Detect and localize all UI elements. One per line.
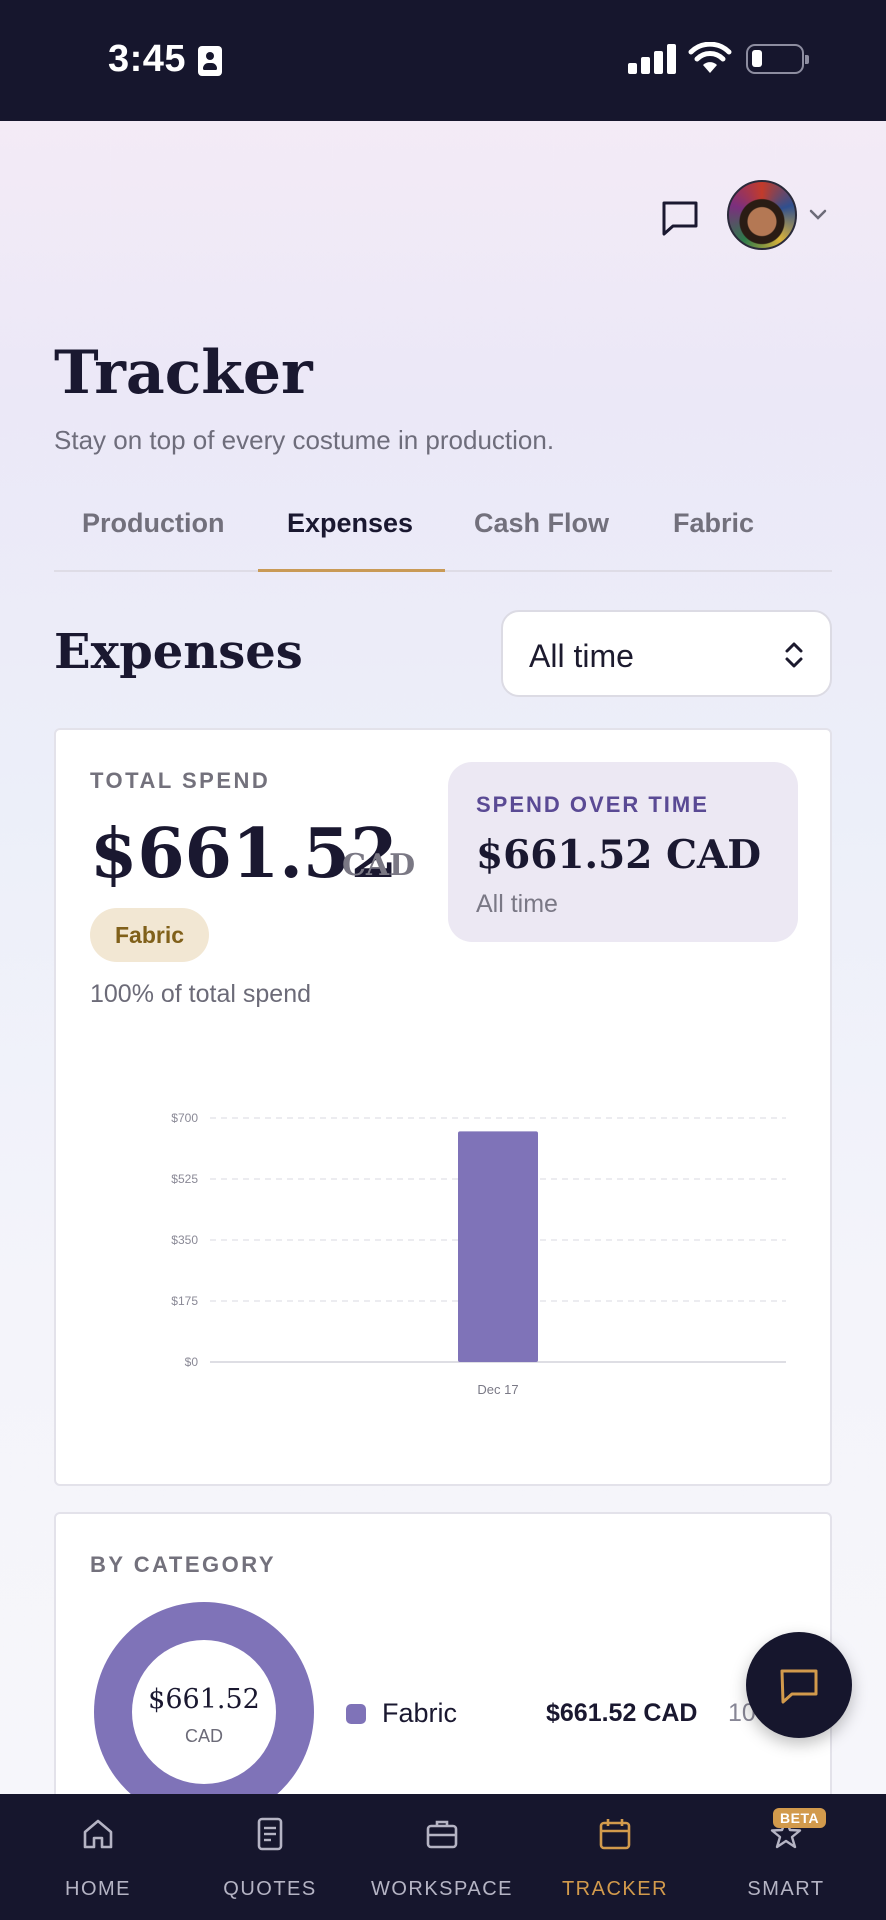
calendar-icon bbox=[599, 1819, 631, 1850]
nav-workspace[interactable]: WORKSPACE bbox=[362, 1794, 522, 1920]
chart-y-tick-label: $350 bbox=[171, 1233, 198, 1247]
chart-y-tick-label: $700 bbox=[171, 1111, 198, 1125]
status-time: 3:45 bbox=[108, 38, 187, 80]
tab-bar: Production Expenses Cash Flow Fabric bbox=[54, 500, 832, 572]
wifi-icon bbox=[688, 42, 732, 73]
chart-x-tick-label: Dec 17 bbox=[477, 1382, 518, 1397]
spend-over-time-amount: $661.52 CAD bbox=[476, 832, 762, 878]
chart-y-tick-label: $175 bbox=[171, 1294, 198, 1308]
section-title: Expenses bbox=[54, 624, 303, 680]
total-spend-currency: CAD bbox=[342, 848, 416, 883]
donut-currency: CAD bbox=[184, 1726, 223, 1746]
status-bar: 3:45 bbox=[0, 0, 886, 121]
nav-quotes[interactable]: QUOTES bbox=[200, 1794, 340, 1920]
legend-category-amount: $661.52 CAD bbox=[546, 1699, 698, 1727]
chat-icon bbox=[780, 1669, 818, 1704]
total-spend-amount: $661.52 bbox=[90, 814, 398, 894]
home-icon bbox=[83, 1819, 113, 1849]
chevron-up-down-icon bbox=[785, 642, 803, 668]
document-icon bbox=[257, 1817, 283, 1851]
nav-smart[interactable]: SMART bbox=[716, 1794, 856, 1920]
star-icon bbox=[770, 1818, 802, 1849]
bottom-nav: HOME QUOTES WORKSPACE TRACKER SMART bbox=[0, 1794, 886, 1920]
share-note: 100% of total spend bbox=[90, 980, 311, 1008]
chart-bar bbox=[458, 1131, 538, 1362]
nav-home-label: HOME bbox=[65, 1878, 131, 1900]
message-square-icon[interactable] bbox=[660, 198, 700, 238]
beta-badge: BETA bbox=[773, 1808, 827, 1828]
tab-production[interactable]: Production bbox=[82, 508, 225, 538]
by-category-label: BY CATEGORY bbox=[90, 1552, 277, 1577]
page-title: Tracker bbox=[54, 338, 313, 408]
total-spend-label: TOTAL SPEND bbox=[90, 768, 271, 793]
time-range-select[interactable]: All time bbox=[501, 610, 832, 697]
spend-over-time-panel: SPEND OVER TIME $661.52 CAD All time bbox=[448, 762, 798, 942]
contact-card-icon bbox=[198, 46, 222, 76]
chevron-down-icon[interactable] bbox=[808, 208, 828, 222]
category-donut-chart: $661.52 CAD bbox=[94, 1602, 314, 1822]
chart-y-tick-label: $525 bbox=[171, 1172, 198, 1186]
nav-home[interactable]: HOME bbox=[28, 1794, 168, 1920]
avatar[interactable] bbox=[727, 180, 797, 250]
spend-over-time-label: SPEND OVER TIME bbox=[476, 792, 709, 817]
legend-swatch bbox=[346, 1704, 366, 1724]
tab-fabric[interactable]: Fabric bbox=[673, 508, 755, 538]
nav-quotes-label: QUOTES bbox=[223, 1878, 317, 1900]
nav-smart-label: SMART bbox=[747, 1878, 825, 1900]
legend-category-name: Fabric bbox=[382, 1698, 458, 1728]
spend-bar-chart: $0 $175 $350 $525 $700 Dec 17 bbox=[171, 1111, 786, 1397]
chat-button[interactable] bbox=[746, 1632, 852, 1738]
total-spend-card: TOTAL SPEND $661.52 CAD Fabric 100% of t… bbox=[54, 728, 832, 1486]
donut-amount: $661.52 bbox=[148, 1684, 260, 1715]
tab-cash-flow[interactable]: Cash Flow bbox=[474, 508, 610, 538]
battery-icon bbox=[746, 44, 809, 74]
donut-center: $661.52 CAD bbox=[132, 1640, 276, 1784]
chart-y-tick-label: $0 bbox=[185, 1355, 199, 1369]
nav-workspace-label: WORKSPACE bbox=[370, 1878, 514, 1900]
nav-tracker-label: TRACKER bbox=[561, 1878, 669, 1900]
spend-over-time-range: All time bbox=[476, 890, 558, 918]
page-subtitle: Stay on top of every costume in producti… bbox=[54, 425, 555, 455]
category-pill: Fabric bbox=[90, 908, 210, 962]
tab-expenses[interactable]: Expenses bbox=[287, 508, 414, 538]
briefcase-icon bbox=[426, 1820, 458, 1849]
time-range-value: All time bbox=[529, 638, 634, 674]
cellular-signal-icon bbox=[628, 44, 676, 74]
nav-tracker[interactable]: TRACKER bbox=[545, 1794, 685, 1920]
active-tab-indicator bbox=[258, 569, 445, 572]
